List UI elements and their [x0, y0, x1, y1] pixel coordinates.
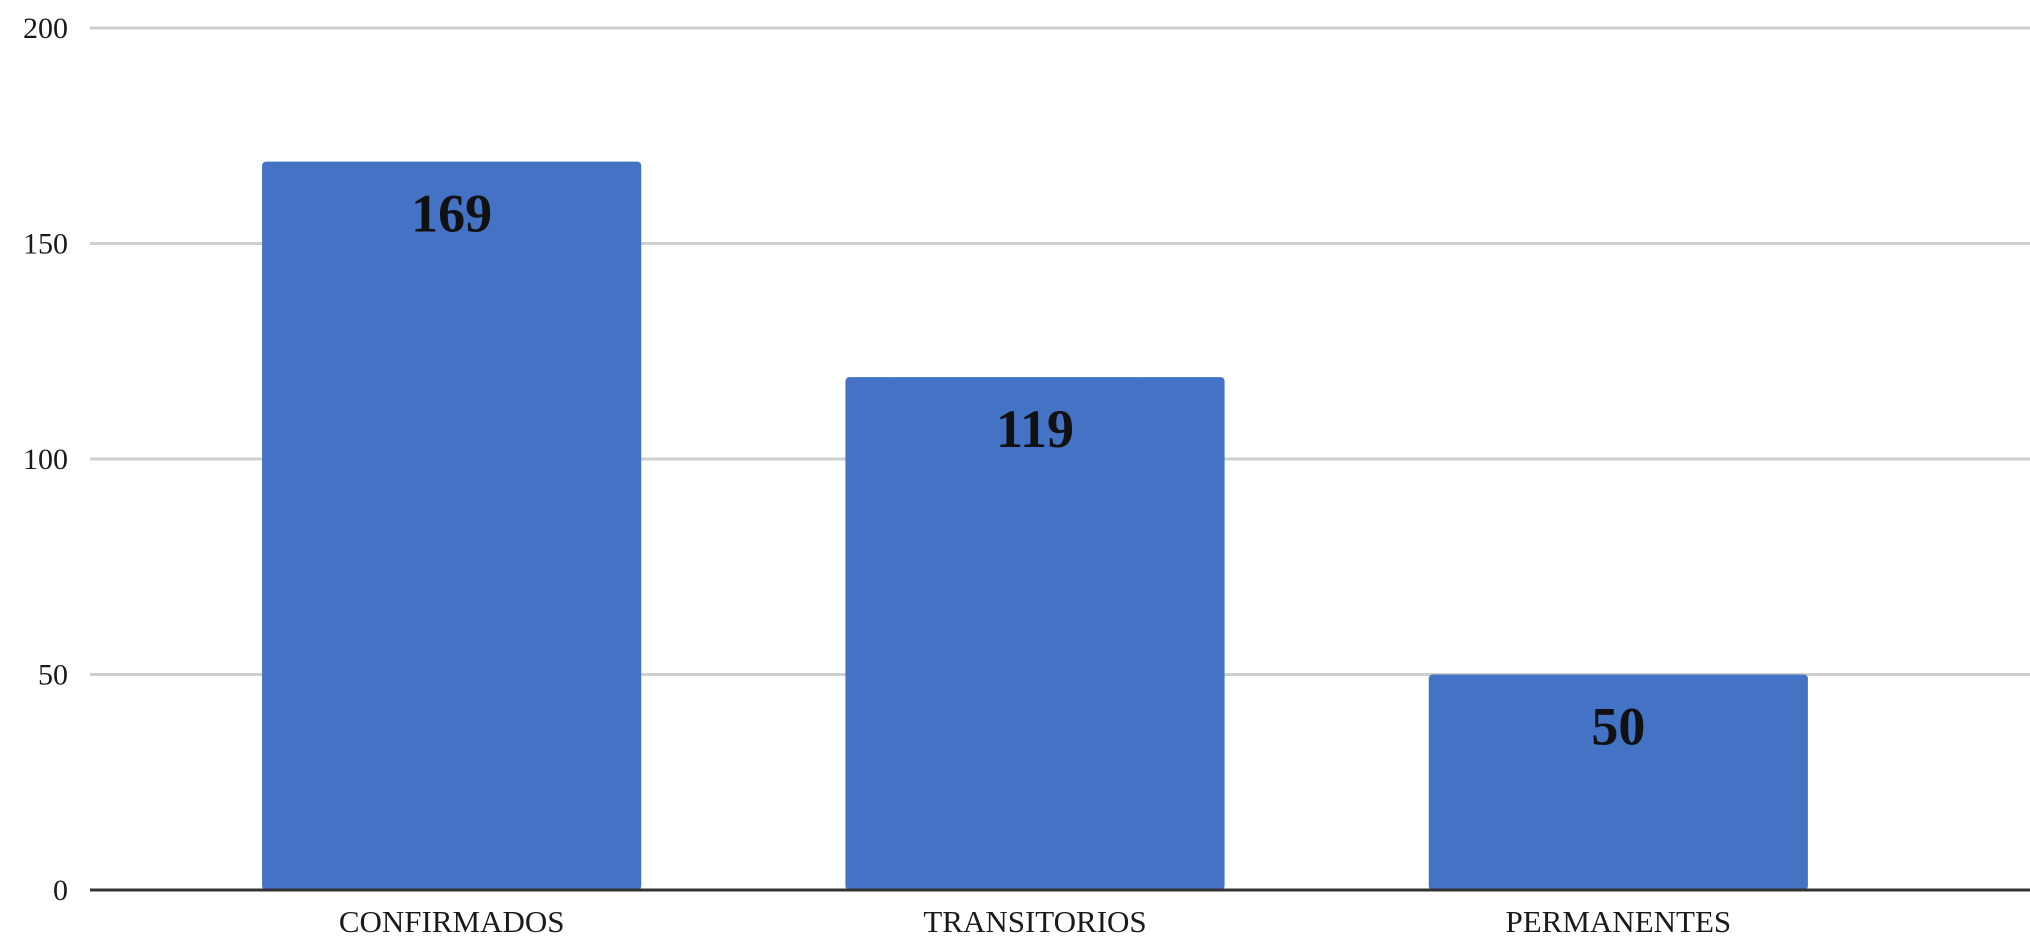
bar-transitorios	[845, 377, 1225, 890]
y-tick-label-200: 200	[23, 12, 68, 45]
y-axis-tick-labels: 0 50 100 150 200	[23, 12, 68, 907]
y-tick-label-100: 100	[23, 443, 68, 476]
bars	[262, 161, 1808, 891]
data-label-confirmados: 169	[411, 184, 492, 244]
bar-confirmados	[262, 161, 642, 891]
x-category-label-permanentes: PERMANENTES	[1506, 904, 1732, 939]
x-category-label-confirmados: CONFIRMADOS	[339, 904, 565, 939]
bar-permanentes	[1428, 674, 1808, 890]
y-tick-label-150: 150	[23, 228, 68, 261]
y-tick-label-50: 50	[38, 659, 68, 692]
data-labels: 169 119 50	[411, 184, 1645, 757]
data-label-permanentes: 50	[1591, 697, 1645, 757]
y-tick-label-0: 0	[53, 874, 68, 907]
x-axis-category-labels: CONFIRMADOS TRANSITORIOS PERMANENTES	[339, 904, 1731, 939]
x-category-label-transitorios: TRANSITORIOS	[923, 904, 1146, 939]
data-label-transitorios: 119	[996, 399, 1074, 459]
